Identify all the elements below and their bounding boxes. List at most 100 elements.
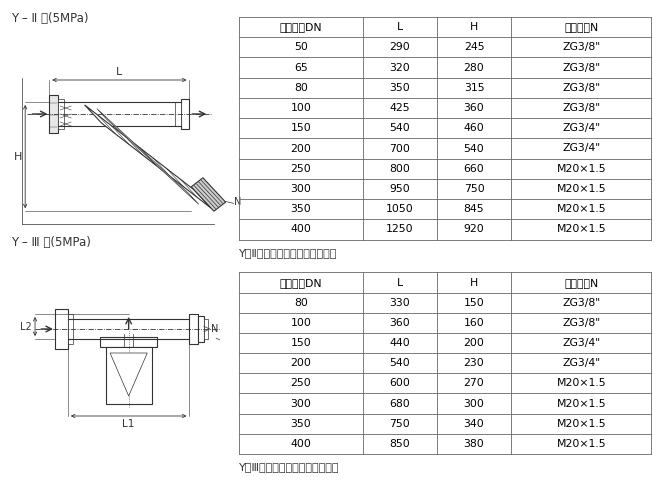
- Text: 845: 845: [464, 204, 484, 214]
- Bar: [55, 309, 68, 349]
- Text: 440: 440: [389, 338, 410, 348]
- Text: H: H: [470, 278, 478, 287]
- Text: 300: 300: [290, 399, 312, 408]
- Bar: [198, 316, 204, 342]
- Text: M20×1.5: M20×1.5: [556, 164, 606, 174]
- Text: N: N: [234, 197, 242, 207]
- Text: 公称直径DN: 公称直径DN: [279, 22, 322, 32]
- Polygon shape: [97, 109, 199, 204]
- Text: 200: 200: [463, 338, 484, 348]
- Text: 600: 600: [389, 378, 411, 388]
- Text: 80: 80: [294, 298, 308, 308]
- Text: Y – Ⅱ 型(5MPa): Y – Ⅱ 型(5MPa): [11, 12, 88, 25]
- Text: N: N: [211, 324, 218, 334]
- Text: H: H: [470, 22, 478, 32]
- Text: 850: 850: [389, 439, 410, 449]
- Text: M20×1.5: M20×1.5: [556, 399, 606, 408]
- Text: ZG3/8": ZG3/8": [562, 42, 601, 52]
- Text: 350: 350: [290, 419, 311, 429]
- Text: 65: 65: [294, 62, 308, 73]
- Polygon shape: [84, 105, 211, 208]
- Text: M20×1.5: M20×1.5: [556, 204, 606, 214]
- Text: ZG3/8": ZG3/8": [562, 298, 601, 308]
- Text: 公称直径DN: 公称直径DN: [279, 278, 322, 287]
- Text: 700: 700: [389, 143, 411, 153]
- Text: L2: L2: [20, 321, 32, 332]
- Text: L: L: [397, 22, 403, 32]
- Text: 400: 400: [290, 225, 312, 234]
- Text: 300: 300: [463, 399, 484, 408]
- Text: H: H: [13, 151, 22, 162]
- Text: 150: 150: [290, 338, 311, 348]
- Text: 660: 660: [464, 164, 484, 174]
- Bar: [100, 337, 157, 347]
- Text: 460: 460: [464, 123, 484, 133]
- Bar: [68, 314, 73, 344]
- Text: 280: 280: [464, 62, 484, 73]
- Text: 290: 290: [389, 42, 410, 52]
- Text: 425: 425: [389, 103, 410, 113]
- Text: ZG3/4": ZG3/4": [562, 143, 601, 153]
- Text: 250: 250: [290, 164, 311, 174]
- Text: 100: 100: [290, 103, 312, 113]
- Text: ZG3/4": ZG3/4": [562, 358, 601, 368]
- Text: L: L: [397, 278, 403, 287]
- Text: 400: 400: [290, 439, 312, 449]
- Bar: [175, 102, 181, 126]
- Text: 540: 540: [389, 358, 410, 368]
- Text: 100: 100: [290, 318, 312, 328]
- Text: L1: L1: [123, 419, 135, 429]
- Text: L: L: [116, 67, 123, 77]
- Text: 680: 680: [389, 399, 410, 408]
- Text: ZG3/8": ZG3/8": [562, 83, 601, 93]
- Text: 300: 300: [290, 184, 312, 194]
- Text: 245: 245: [464, 42, 484, 52]
- Text: ZG3/4": ZG3/4": [562, 338, 601, 348]
- Text: 350: 350: [290, 204, 311, 214]
- Text: 50: 50: [294, 42, 308, 52]
- Text: Y－Ⅱ型焊接型法兰连接式过滤器: Y－Ⅱ型焊接型法兰连接式过滤器: [239, 248, 337, 257]
- Bar: [106, 347, 152, 404]
- Text: 80: 80: [294, 83, 308, 93]
- Polygon shape: [191, 178, 226, 211]
- Text: 160: 160: [464, 318, 484, 328]
- Text: 540: 540: [464, 143, 484, 153]
- Bar: [50, 95, 58, 133]
- Text: ZG3/4": ZG3/4": [562, 123, 601, 133]
- Text: ZG3/8": ZG3/8": [562, 103, 601, 113]
- Bar: [189, 314, 198, 344]
- Bar: [181, 99, 189, 129]
- Text: 360: 360: [389, 318, 410, 328]
- Text: 150: 150: [464, 298, 484, 308]
- Text: 360: 360: [464, 103, 484, 113]
- Bar: [58, 99, 63, 129]
- Text: Y－Ⅲ型焊接型法兰连接式过滤器: Y－Ⅲ型焊接型法兰连接式过滤器: [239, 462, 339, 471]
- Text: 330: 330: [389, 298, 410, 308]
- Text: ZG3/8": ZG3/8": [562, 318, 601, 328]
- Text: 270: 270: [464, 378, 484, 388]
- Text: M20×1.5: M20×1.5: [556, 439, 606, 449]
- Text: 320: 320: [389, 62, 410, 73]
- Text: 950: 950: [389, 184, 410, 194]
- Text: M20×1.5: M20×1.5: [556, 225, 606, 234]
- Text: 200: 200: [290, 143, 312, 153]
- Text: 管塞耦纹N: 管塞耦纹N: [564, 278, 599, 287]
- Text: 340: 340: [464, 419, 484, 429]
- Text: 750: 750: [389, 419, 410, 429]
- Text: 1250: 1250: [386, 225, 414, 234]
- Text: 250: 250: [290, 378, 311, 388]
- Text: 750: 750: [464, 184, 484, 194]
- Text: M20×1.5: M20×1.5: [556, 378, 606, 388]
- Text: Y – Ⅲ 型(5MPa): Y – Ⅲ 型(5MPa): [11, 236, 91, 249]
- Text: 800: 800: [389, 164, 411, 174]
- Text: 380: 380: [464, 439, 484, 449]
- Text: M20×1.5: M20×1.5: [556, 184, 606, 194]
- Text: 540: 540: [389, 123, 410, 133]
- Text: 920: 920: [464, 225, 484, 234]
- Text: 200: 200: [290, 358, 312, 368]
- Text: 管塞耦纹N: 管塞耦纹N: [564, 22, 599, 32]
- Text: 350: 350: [389, 83, 410, 93]
- Text: 315: 315: [464, 83, 484, 93]
- Text: 230: 230: [464, 358, 484, 368]
- Bar: [204, 319, 208, 339]
